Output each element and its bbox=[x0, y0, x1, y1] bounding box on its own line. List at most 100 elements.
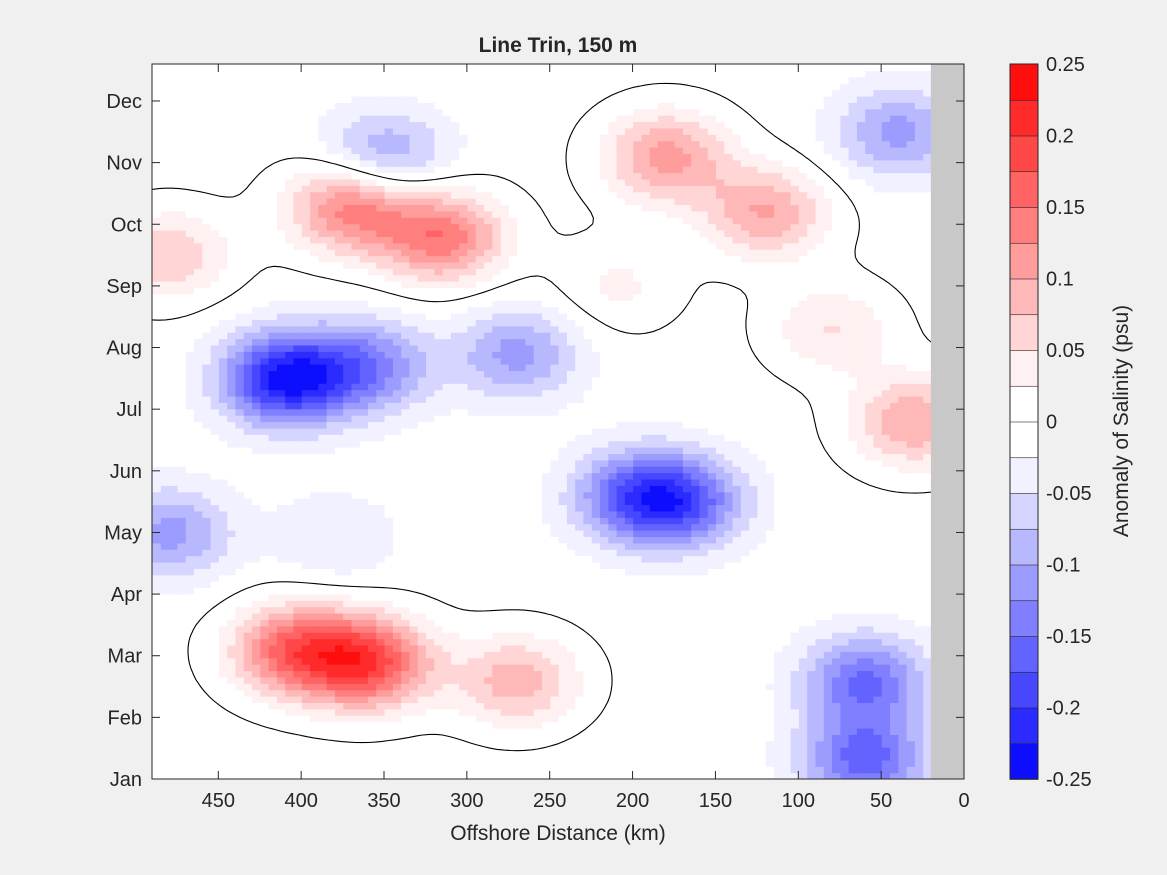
contour-cell bbox=[889, 217, 899, 225]
contour-cell bbox=[897, 568, 907, 576]
contour-cell bbox=[707, 223, 717, 231]
contour-cell bbox=[839, 134, 849, 142]
contour-cell bbox=[881, 312, 891, 320]
contour-cell bbox=[798, 249, 808, 257]
contour-cell bbox=[806, 223, 816, 231]
contour-cell bbox=[640, 638, 650, 646]
contour-cell bbox=[607, 485, 617, 493]
contour-cell bbox=[599, 702, 609, 710]
contour-cell bbox=[674, 159, 683, 167]
contour-cell bbox=[690, 632, 700, 640]
contour-cell bbox=[632, 95, 642, 103]
contour-cell bbox=[723, 383, 733, 391]
contour-cell bbox=[864, 530, 874, 538]
contour-cell bbox=[897, 261, 907, 269]
contour-cell bbox=[624, 338, 634, 346]
contour-cell bbox=[773, 644, 783, 652]
contour-cell bbox=[674, 459, 683, 467]
contour-cell bbox=[806, 64, 816, 71]
contour-cell bbox=[798, 300, 808, 308]
contour-cell bbox=[591, 759, 601, 767]
contour-cell bbox=[723, 530, 733, 538]
contour-cell bbox=[690, 568, 700, 576]
contour-cell bbox=[914, 427, 924, 435]
contour-cell bbox=[773, 370, 783, 378]
contour-cell bbox=[707, 561, 717, 569]
contour-cell bbox=[814, 95, 824, 103]
contour-cell bbox=[914, 587, 924, 595]
contour-cell bbox=[856, 581, 866, 589]
contour-cell bbox=[640, 89, 650, 97]
contour-cell bbox=[607, 574, 617, 582]
contour-cell bbox=[906, 606, 915, 614]
contour-cell bbox=[640, 370, 650, 378]
contour-cell bbox=[798, 172, 808, 180]
contour-cell bbox=[839, 587, 849, 595]
contour-cell bbox=[649, 478, 659, 486]
contour-cell bbox=[781, 102, 791, 110]
contour-cell bbox=[765, 753, 775, 761]
contour-cell bbox=[790, 198, 799, 206]
contour-cell bbox=[732, 159, 741, 167]
contour-cell bbox=[906, 89, 915, 97]
contour-cell bbox=[823, 504, 833, 512]
contour-cell bbox=[906, 370, 915, 378]
contour-cell bbox=[856, 166, 866, 174]
contour-cell bbox=[773, 389, 783, 397]
contour-cell bbox=[881, 395, 891, 403]
contour-cell bbox=[748, 727, 758, 735]
contour-cell bbox=[848, 312, 857, 320]
contour-cell bbox=[897, 606, 907, 614]
contour-cell bbox=[674, 229, 683, 237]
contour-cell bbox=[756, 600, 766, 608]
contour-cell bbox=[839, 753, 849, 761]
contour-cell bbox=[773, 727, 783, 735]
contour-cell bbox=[790, 293, 799, 301]
contour-cell bbox=[922, 472, 932, 480]
contour-cell bbox=[756, 338, 766, 346]
contour-cell bbox=[657, 293, 667, 301]
contour-cell bbox=[765, 293, 775, 301]
contour-cell bbox=[715, 600, 725, 608]
contour-cell bbox=[773, 236, 783, 244]
contour-cell bbox=[599, 491, 609, 499]
contour-cell bbox=[665, 268, 675, 276]
contour-cell bbox=[632, 613, 642, 621]
contour-cell bbox=[856, 632, 866, 640]
contour-cell bbox=[740, 178, 750, 186]
contour-cell bbox=[790, 734, 799, 742]
contour-cell bbox=[881, 210, 891, 218]
contour-cell bbox=[906, 229, 915, 237]
contour-cell bbox=[790, 657, 799, 665]
contour-cell bbox=[624, 472, 634, 480]
contour-cell bbox=[682, 364, 692, 372]
contour-cell bbox=[831, 140, 841, 148]
contour-cell bbox=[848, 185, 857, 193]
contour-cell bbox=[914, 466, 924, 474]
contour-cell bbox=[806, 555, 816, 563]
contour-cell bbox=[649, 715, 659, 723]
contour-cell bbox=[682, 319, 692, 327]
contour-cell bbox=[889, 753, 899, 761]
contour-cell bbox=[748, 683, 758, 691]
contour-cell bbox=[682, 351, 692, 359]
contour-cell bbox=[914, 664, 924, 672]
contour-cell bbox=[624, 64, 634, 71]
contour-cell bbox=[889, 581, 899, 589]
contour-cell bbox=[723, 491, 733, 499]
contour-cell bbox=[856, 172, 866, 180]
contour-cell bbox=[798, 447, 808, 455]
contour-cell bbox=[765, 478, 775, 486]
contour-cell bbox=[872, 549, 882, 557]
contour-cell bbox=[773, 357, 783, 365]
contour-cell bbox=[657, 676, 667, 684]
contour-cell bbox=[798, 351, 808, 359]
contour-cell bbox=[740, 740, 750, 748]
contour-cell bbox=[665, 440, 675, 448]
contour-cell bbox=[682, 172, 692, 180]
contour-cell bbox=[823, 383, 833, 391]
contour-cell bbox=[624, 376, 634, 384]
contour-cell bbox=[839, 683, 849, 691]
contour-cell bbox=[674, 619, 683, 627]
